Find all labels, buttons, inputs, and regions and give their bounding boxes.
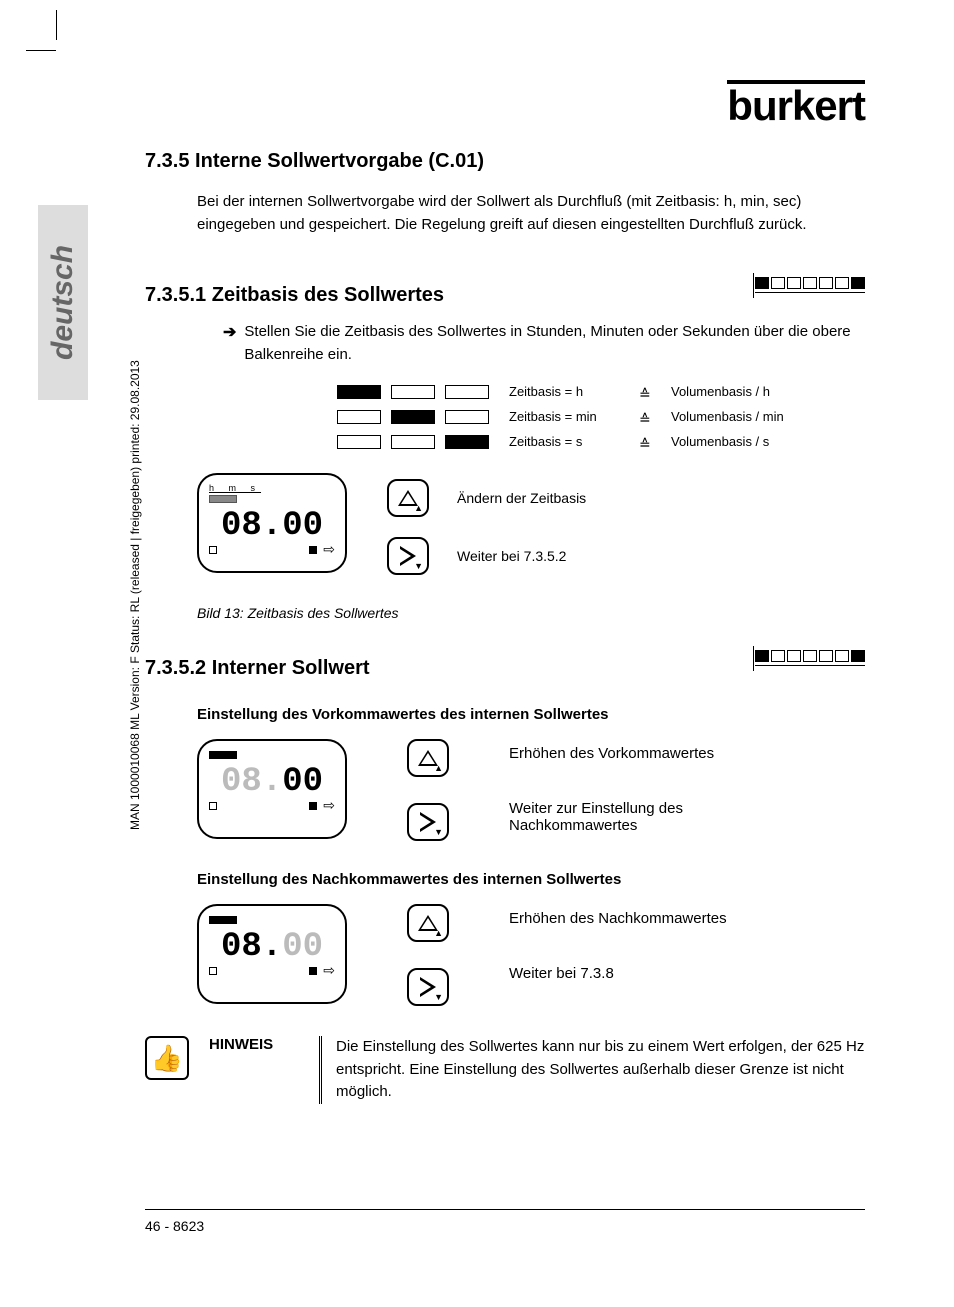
lcd-display-1: h m s 08.00 ⇨ [197,473,347,573]
document-meta: MAN 1000010068 ML Version: F Status: RL … [128,360,142,830]
page-footer: 46 - 8623 [145,1209,865,1234]
section-intro: Bei der internen Sollwertvorgabe wird de… [197,191,865,236]
lcd-display-3: 08.00 ⇨ [197,904,347,1004]
next-button[interactable]: ▼ [387,537,429,575]
btn-label: Erhöhen des Vorkommawertes [509,745,789,762]
subsection-2-heading: 7.3.5.2 Interner Sollwert [145,657,370,680]
next-button[interactable]: ▼ [407,968,449,1006]
part2-heading: Einstellung des Nachkommawertes des inte… [197,871,865,888]
thumbs-up-icon: 👍 [145,1036,189,1080]
equals-hat-icon [639,411,651,423]
up-button[interactable]: ▲ [407,739,449,777]
subsection-1-heading: 7.3.5.1 Zeitbasis des Sollwertes [145,284,444,307]
part1-heading: Einstellung des Vorkommawertes des inter… [197,706,865,723]
up-button[interactable]: ▲ [387,479,429,517]
btn-label: Weiter bei 7.3.8 [509,965,727,982]
arrow-bullet-icon: ➔ [223,321,236,366]
up-button[interactable]: ▲ [407,904,449,942]
hinweis-label: HINWEIS [209,1036,299,1053]
figure-caption: Bild 13: Zeitbasis des Sollwertes [197,605,865,621]
btn-label: Erhöhen des Nachkommawertes [509,910,727,927]
hinweis-text: Die Einstellung des Sollwertes kann nur … [319,1036,865,1104]
bar-indicator-2 [755,650,865,666]
zeitbasis-table: Zeitbasis = h Volumenbasis / h Zeitbasis… [197,384,865,449]
equals-hat-icon [639,436,651,448]
subsection-1-bullet: ➔ Stellen Sie die Zeitbasis des Sollwert… [223,321,865,366]
language-tab: deutsch [38,205,88,400]
section-heading: 7.3.5 Interne Sollwertvorgabe (C.01) [145,150,865,173]
bar-indicator-1 [755,277,865,293]
btn-label: Weiter zur Einstellung des Nachkommawert… [509,800,789,834]
equals-hat-icon [639,386,651,398]
lcd-display-2: 08.00 ⇨ [197,739,347,839]
btn-label: Ändern der Zeitbasis [457,490,586,506]
btn-label: Weiter bei 7.3.5.2 [457,548,566,564]
brand-logo: . . burkert [727,80,865,130]
next-button[interactable]: ▼ [407,803,449,841]
